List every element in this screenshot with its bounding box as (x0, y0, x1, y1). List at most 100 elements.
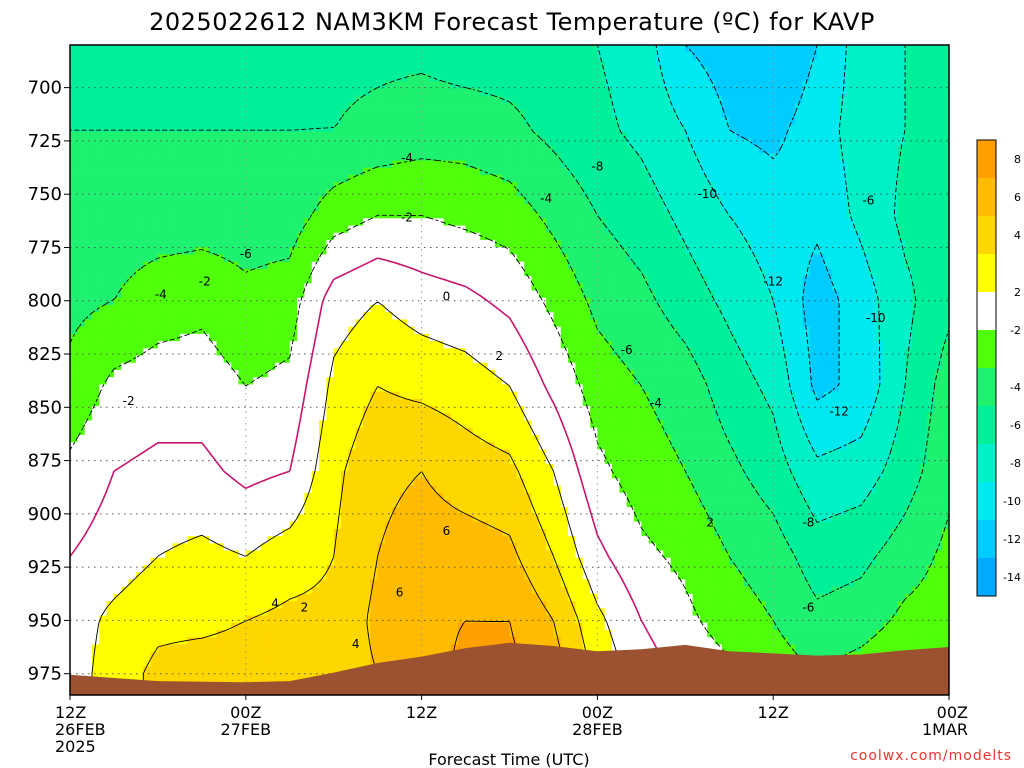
field-cell (685, 138, 694, 147)
field-cell (209, 341, 218, 349)
field-cell (194, 52, 203, 61)
field-cell (582, 232, 591, 241)
field-cell (590, 196, 598, 205)
field-cell (905, 131, 913, 140)
field-cell (751, 52, 760, 61)
field-cell (333, 110, 342, 118)
field-cell (524, 333, 533, 342)
field-cell (743, 276, 752, 284)
field-cell (568, 333, 577, 342)
field-cell (267, 211, 276, 219)
field-cell (524, 88, 533, 97)
field-cell (934, 268, 943, 277)
field-cell (304, 333, 313, 342)
field-cell (714, 167, 723, 176)
field-cell (341, 268, 349, 277)
field-cell (245, 88, 254, 97)
field-cell (912, 160, 921, 169)
field-cell (509, 326, 518, 335)
field-cell (245, 167, 254, 176)
field-cell (656, 283, 664, 292)
field-cell (861, 240, 870, 248)
field-cell (612, 131, 620, 140)
field-cell (648, 182, 657, 191)
field-cell (157, 153, 166, 162)
field-cell (231, 290, 240, 299)
field-cell (91, 110, 100, 118)
field-cell (238, 196, 247, 205)
field-cell (634, 218, 642, 227)
field-cell (289, 326, 298, 335)
field-cell (853, 232, 862, 241)
field-cell (311, 297, 320, 306)
field-cell (809, 124, 818, 133)
field-cell (84, 290, 93, 299)
field-cell (861, 319, 870, 328)
field-cell (135, 81, 144, 89)
field-cell (128, 203, 137, 212)
field-cell (487, 102, 496, 111)
field-cell (84, 52, 93, 61)
field-cell (494, 326, 503, 335)
field-cell (875, 196, 884, 205)
field-cell (370, 312, 379, 321)
field-cell (773, 297, 782, 306)
field-cell (531, 45, 540, 53)
field-cell (260, 146, 269, 154)
field-cell (135, 297, 144, 306)
field-cell (326, 66, 335, 75)
field-cell (582, 153, 591, 162)
field-cell (619, 283, 628, 292)
field-cell (516, 268, 525, 277)
field-cell (253, 95, 262, 104)
field-cell (553, 312, 562, 321)
field-cell (677, 333, 686, 342)
field-cell (421, 45, 430, 53)
field-cell (590, 73, 598, 82)
field-cell (392, 254, 401, 263)
field-cell (890, 160, 899, 169)
field-cell (333, 102, 342, 111)
field-cell (919, 160, 928, 169)
field-cell (743, 81, 752, 89)
field-cell (121, 203, 130, 212)
field-cell (905, 326, 913, 335)
field-cell (875, 254, 884, 263)
field-cell (905, 175, 913, 183)
field-cell (919, 45, 928, 53)
field-cell (560, 110, 569, 118)
field-cell (297, 319, 305, 328)
field-cell (436, 124, 445, 133)
field-cell (568, 283, 577, 292)
field-cell (919, 175, 928, 183)
field-cell (839, 102, 848, 111)
field-cell (480, 247, 489, 256)
field-cell (377, 110, 386, 118)
field-cell (927, 88, 935, 97)
field-cell (194, 211, 203, 219)
field-cell (575, 283, 584, 292)
field-cell (809, 66, 818, 75)
field-cell (304, 138, 313, 147)
field-cell (531, 52, 540, 61)
field-cell (216, 124, 225, 133)
field-cell (875, 225, 884, 234)
field-cell (187, 160, 196, 169)
field-cell (787, 52, 796, 61)
field-cell (304, 131, 313, 140)
field-cell (692, 261, 701, 270)
field-cell (297, 160, 305, 169)
field-cell (326, 95, 335, 104)
field-cell (905, 59, 913, 68)
field-cell (458, 312, 467, 321)
field-cell (743, 268, 752, 277)
field-cell (238, 102, 247, 111)
field-cell (839, 81, 848, 89)
field-cell (443, 73, 452, 82)
field-cell (853, 305, 862, 313)
field-cell (714, 203, 723, 212)
field-cell (729, 319, 738, 328)
field-cell (714, 45, 723, 53)
field-cell (905, 167, 913, 176)
field-cell (135, 312, 144, 321)
